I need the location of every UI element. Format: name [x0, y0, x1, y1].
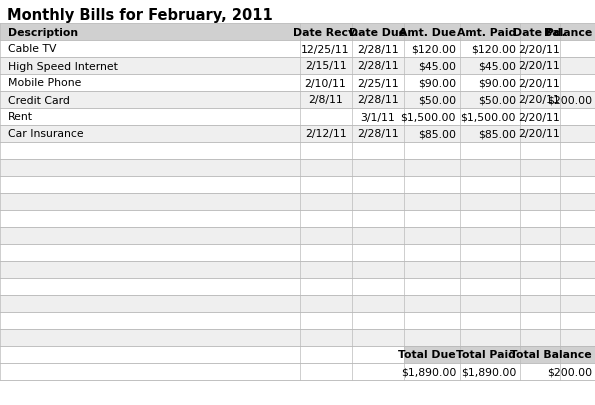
Text: 2/20/11: 2/20/11: [519, 45, 560, 54]
Bar: [404, 346, 595, 363]
Text: 3/1/11: 3/1/11: [360, 112, 395, 122]
Bar: [0, 92, 595, 109]
Text: 2/28/11: 2/28/11: [356, 45, 398, 54]
Bar: [0, 312, 595, 329]
Text: 2/20/11: 2/20/11: [519, 78, 560, 88]
Text: $200.00: $200.00: [547, 95, 592, 105]
Text: 2/28/11: 2/28/11: [356, 61, 398, 71]
Bar: [0, 261, 595, 278]
Text: $45.00: $45.00: [418, 61, 456, 71]
Text: $1,890.00: $1,890.00: [400, 367, 456, 377]
Text: Amt. Paid: Amt. Paid: [457, 28, 516, 37]
Text: $1,500.00: $1,500.00: [461, 112, 516, 122]
Bar: [0, 177, 595, 194]
Bar: [0, 24, 595, 41]
Text: Amt. Due: Amt. Due: [399, 28, 456, 37]
Text: $200.00: $200.00: [547, 367, 592, 377]
Text: 12/25/11: 12/25/11: [301, 45, 350, 54]
Text: 2/10/11: 2/10/11: [305, 78, 346, 88]
Text: 2/12/11: 2/12/11: [305, 129, 346, 139]
Bar: [0, 363, 595, 380]
Bar: [0, 211, 595, 228]
Text: Total Balance: Total Balance: [511, 350, 592, 360]
Text: Date Due: Date Due: [349, 28, 406, 37]
Bar: [0, 244, 595, 261]
Text: Description: Description: [8, 28, 78, 37]
Bar: [0, 278, 595, 295]
Text: $1,890.00: $1,890.00: [461, 367, 516, 377]
Bar: [0, 41, 595, 58]
Bar: [0, 143, 595, 160]
Text: Date Recv.: Date Recv.: [293, 28, 358, 37]
Text: 2/20/11: 2/20/11: [519, 95, 560, 105]
Text: 2/15/11: 2/15/11: [305, 61, 346, 71]
Text: 2/20/11: 2/20/11: [519, 112, 560, 122]
Text: Date Pd.: Date Pd.: [513, 28, 566, 37]
Text: 2/25/11: 2/25/11: [356, 78, 398, 88]
Text: 2/20/11: 2/20/11: [519, 61, 560, 71]
Text: Mobile Phone: Mobile Phone: [8, 78, 82, 88]
Text: $90.00: $90.00: [418, 78, 456, 88]
Text: $50.00: $50.00: [478, 95, 516, 105]
Text: $50.00: $50.00: [418, 95, 456, 105]
Text: Car Insurance: Car Insurance: [8, 129, 84, 139]
Bar: [0, 194, 595, 211]
Bar: [0, 329, 595, 346]
Text: Total Paid: Total Paid: [456, 350, 516, 360]
Text: $85.00: $85.00: [418, 129, 456, 139]
Bar: [0, 295, 595, 312]
Text: Credit Card: Credit Card: [8, 95, 70, 105]
Text: Monthly Bills for February, 2011: Monthly Bills for February, 2011: [7, 8, 273, 23]
Bar: [0, 346, 595, 363]
Text: Cable TV: Cable TV: [8, 45, 57, 54]
Bar: [0, 228, 595, 244]
Text: 2/28/11: 2/28/11: [356, 95, 398, 105]
Text: 2/28/11: 2/28/11: [356, 129, 398, 139]
Text: Balance: Balance: [544, 28, 592, 37]
Text: $85.00: $85.00: [478, 129, 516, 139]
Text: $1,500.00: $1,500.00: [400, 112, 456, 122]
Text: $90.00: $90.00: [478, 78, 516, 88]
Text: 2/8/11: 2/8/11: [308, 95, 343, 105]
Text: High Speed Internet: High Speed Internet: [8, 61, 118, 71]
Text: 2/20/11: 2/20/11: [519, 129, 560, 139]
Text: Total Due: Total Due: [399, 350, 456, 360]
Bar: [0, 160, 595, 177]
Bar: [0, 75, 595, 92]
Text: $120.00: $120.00: [471, 45, 516, 54]
Bar: [0, 109, 595, 126]
Bar: [0, 126, 595, 143]
Text: $45.00: $45.00: [478, 61, 516, 71]
Text: $120.00: $120.00: [411, 45, 456, 54]
Bar: [0, 58, 595, 75]
Text: Rent: Rent: [8, 112, 33, 122]
